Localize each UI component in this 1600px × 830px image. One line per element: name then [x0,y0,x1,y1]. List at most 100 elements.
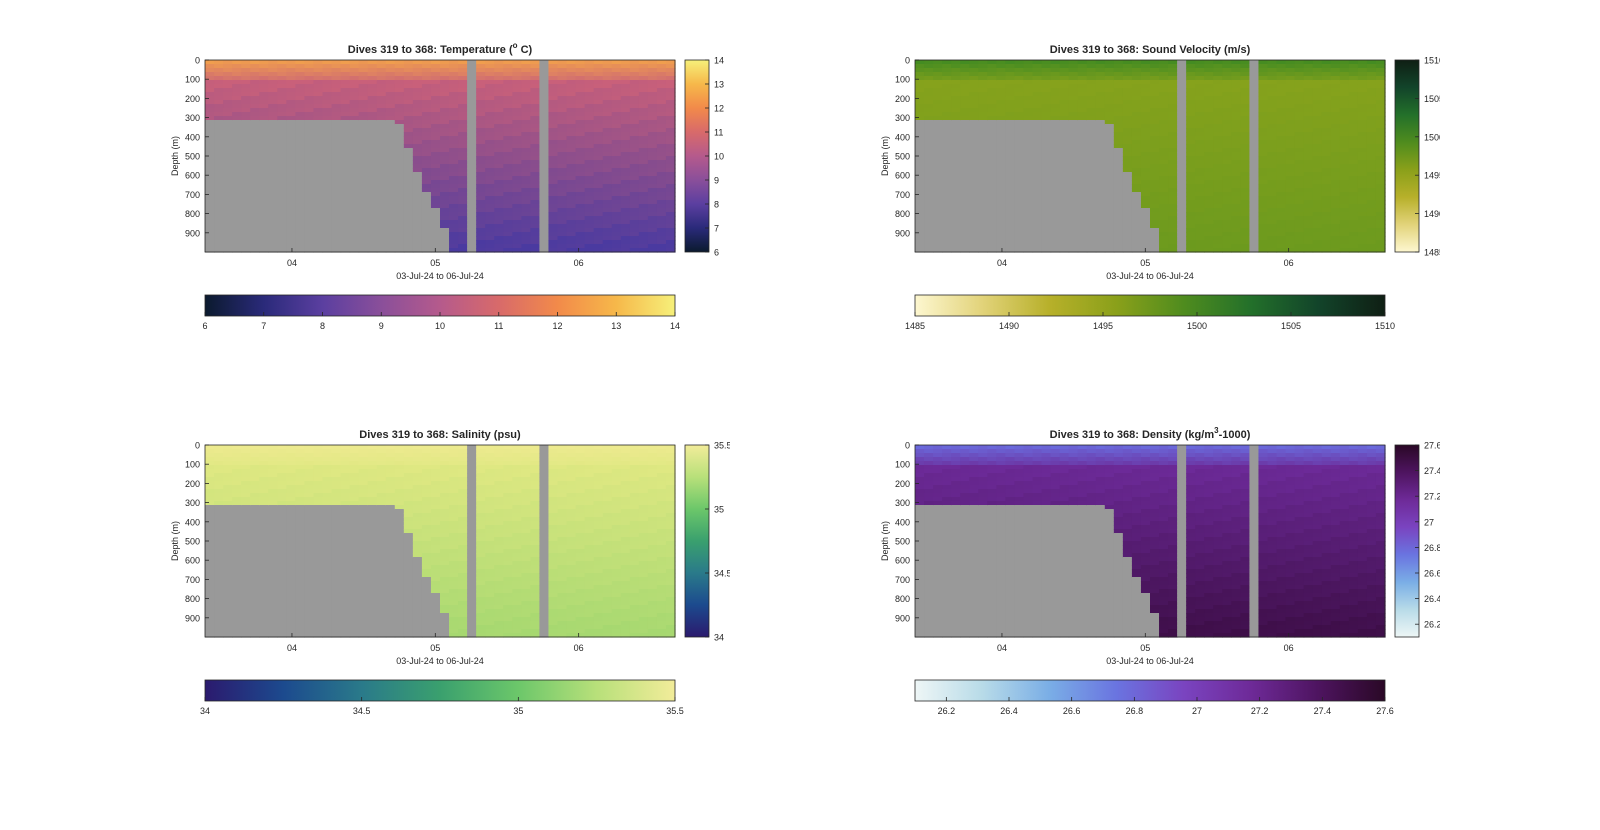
heatmap-cell [1005,152,1016,157]
heatmap-cell [593,124,604,129]
heatmap-cell [512,120,522,125]
heatmap-cell [924,88,934,93]
heatmap-cell [1159,176,1169,181]
heatmap-cell [1303,64,1314,69]
heatmap-cell [1023,108,1034,113]
heatmap-cell [467,224,477,229]
heatmap-cell [205,68,215,73]
heatmap-cell [1140,248,1151,253]
heatmap-cell [403,60,414,65]
heatmap-cell [942,112,952,117]
heatmap-cell [1348,192,1359,197]
heatmap-cell [1186,144,1196,149]
heatmap-cell [1095,100,1106,105]
x-tick-label: 06 [574,258,584,268]
heatmap-cell [250,216,260,221]
heatmap-cell [548,160,559,165]
heatmap-cell [367,236,378,241]
heatmap-cell [1222,64,1232,69]
heatmap-cell [1122,68,1133,73]
heatmap-cell [467,248,477,253]
heatmap-cell [933,68,943,73]
heatmap-cell [232,192,242,197]
heatmap-cell [1321,176,1332,181]
heatmap-cell [1023,184,1034,189]
heatmap-cell [629,120,640,125]
heatmap-cell [1303,60,1314,65]
heatmap-cell [1041,172,1052,177]
heatmap-cell [376,212,387,217]
heatmap-cell [503,148,513,153]
heatmap-cell [313,104,324,109]
heatmap-cell [584,176,595,181]
heatmap-cell [1159,224,1169,229]
heatmap-cell [575,228,586,233]
heatmap-cell [1131,116,1142,121]
heatmap-cell [1122,220,1133,225]
heatmap-cell [1357,248,1368,253]
heatmap-cell [340,148,351,153]
heatmap-cell [485,232,495,237]
heatmap-cell [223,188,233,193]
heatmap-cell [575,104,586,109]
heatmap-cell [647,124,658,129]
heatmap-cell [1077,248,1088,253]
heatmap-cell [987,132,997,137]
heatmap-cell [1285,112,1296,117]
heatmap-cell [1131,216,1142,221]
heatmap-cell [665,104,676,109]
heatmap-cell [385,104,396,109]
heatmap-cell [584,120,595,125]
heatmap-cell [340,240,351,245]
heatmap-cell [1014,240,1025,245]
heatmap-cell [611,120,622,125]
heatmap-cell [1140,208,1151,213]
heatmap-cell [1014,236,1025,241]
heatmap-cell [1285,92,1296,97]
heatmap-cell [1032,248,1043,253]
heatmap-cell [223,164,233,169]
heatmap-cell [322,128,333,133]
heatmap-cell [1150,160,1160,165]
heatmap-cell [665,156,676,161]
heatmap-cell [449,176,459,181]
heatmap-cell [1303,172,1314,177]
heatmap-cell [250,188,260,193]
heatmap-cell [503,112,513,117]
heatmap-cell [987,168,997,173]
heatmap-cell [1213,156,1223,161]
heatmap-cell [376,172,387,177]
heatmap-cell [412,128,423,133]
heatmap-cell [412,188,423,193]
heatmap-cell [223,204,233,209]
heatmap-cell [1249,216,1260,221]
heatmap-cell [1059,168,1070,173]
heatmap-cell [969,248,979,253]
heatmap-cell [575,164,586,169]
heatmap-cell [1150,196,1160,201]
heatmap-cell [1086,184,1097,189]
heatmap-cell [1059,92,1070,97]
heatmap-cell [1041,168,1052,173]
heatmap-cell [1294,68,1305,73]
heatmap-cell [647,228,658,233]
heatmap-cell [259,108,269,113]
heatmap-cell [915,104,925,109]
heatmap-cell [1068,128,1079,133]
heatmap-cell [1159,144,1169,149]
heatmap-cell [1303,76,1314,81]
heatmap-cell [1294,156,1305,161]
heatmap-cell [1023,200,1034,205]
heatmap-cell [1222,192,1232,197]
heatmap-cell [223,60,233,65]
heatmap-cell [1122,180,1133,185]
heatmap-cell [430,176,441,181]
heatmap-cell [259,204,269,209]
heatmap-cell [241,96,251,101]
heatmap-cell [1285,240,1296,245]
heatmap-cell [557,232,568,237]
heatmap-cell [467,132,477,137]
heatmap-cell [996,248,1006,253]
heatmap-cell [1122,108,1133,113]
heatmap-cell [1050,68,1061,73]
